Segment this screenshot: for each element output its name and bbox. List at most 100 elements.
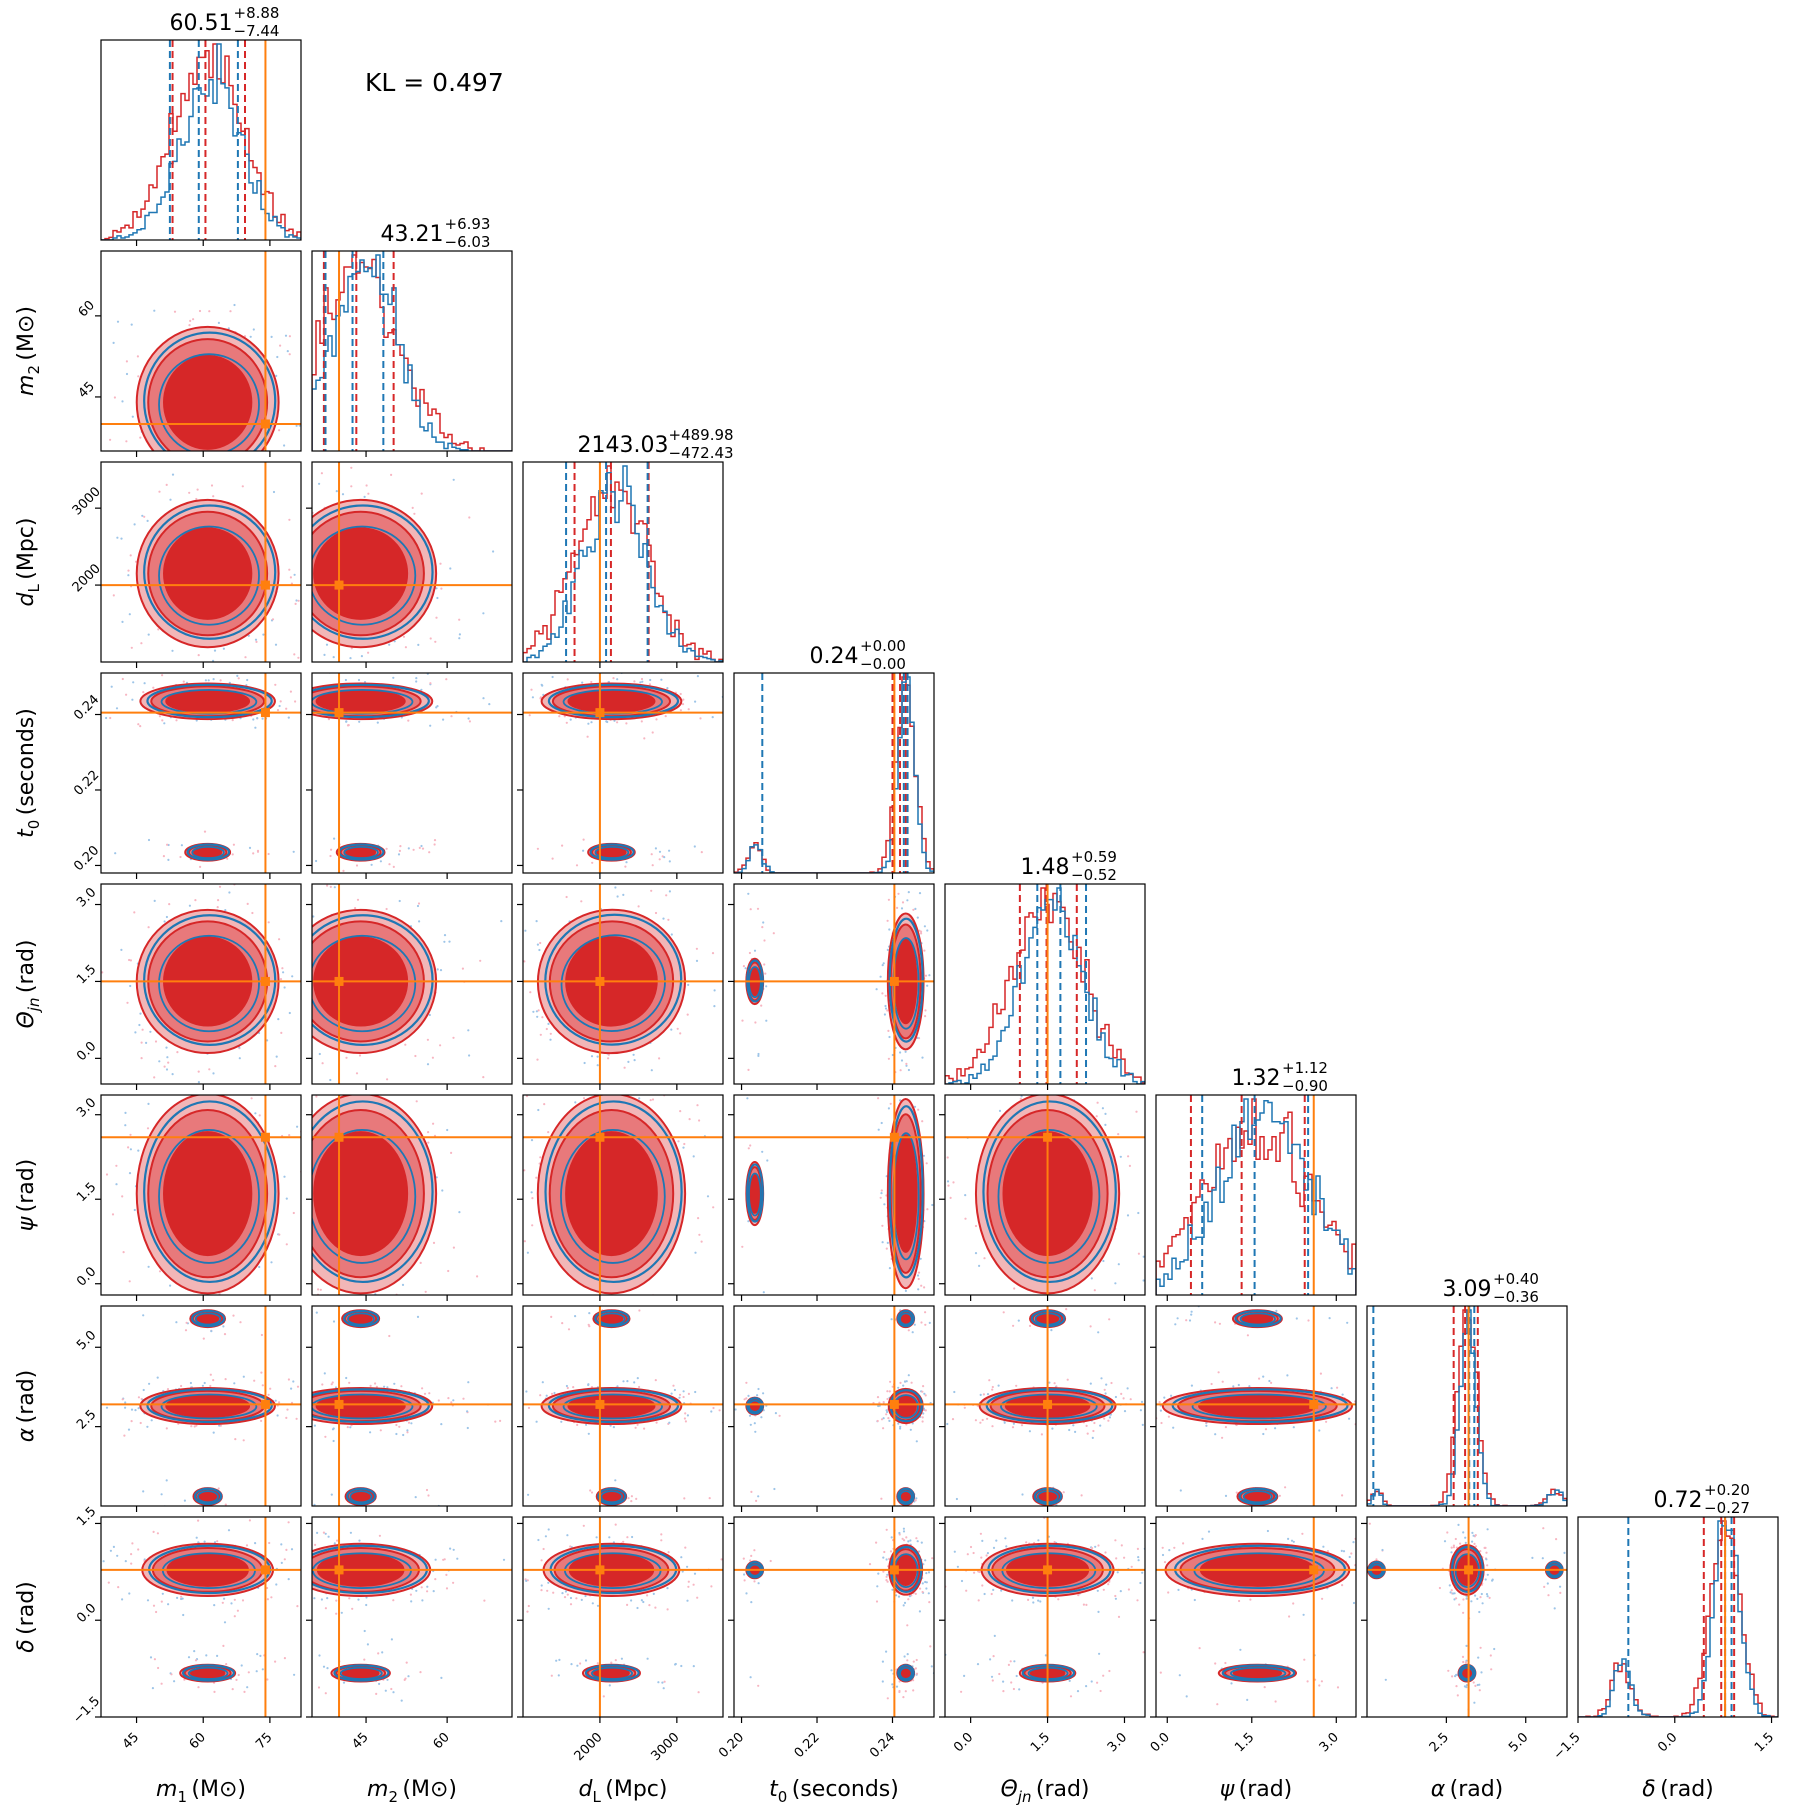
sample-point <box>881 1224 884 1227</box>
sample-point <box>279 700 282 703</box>
sample-point <box>756 907 760 910</box>
sample-point <box>622 893 625 896</box>
sample-point <box>651 731 654 734</box>
sample-point <box>305 1396 307 1398</box>
sample-point <box>448 940 451 943</box>
contour-blue-inner <box>194 1312 222 1326</box>
sample-point <box>124 1111 127 1114</box>
sample-point <box>1104 1112 1107 1115</box>
sample-point <box>488 703 491 706</box>
contour-blue-outer <box>342 1309 380 1328</box>
sample-point <box>271 618 275 621</box>
sample-point <box>261 1384 264 1387</box>
sample-point <box>345 1056 348 1059</box>
sample-point <box>744 967 747 970</box>
sample-point <box>526 1251 529 1254</box>
sample-point <box>280 1197 282 1199</box>
sample-point <box>297 599 300 602</box>
sample-point <box>239 1088 241 1090</box>
sample-point <box>1015 1308 1017 1310</box>
sample-point <box>307 1405 309 1407</box>
sample-point <box>285 541 287 543</box>
panel-frame <box>522 1094 724 1296</box>
sample-point <box>306 1433 308 1435</box>
contour-blue-outer <box>888 1105 924 1279</box>
sample-point <box>404 1043 407 1046</box>
sample-point <box>212 659 215 662</box>
sample-point <box>242 1439 245 1442</box>
sample-point <box>642 1356 644 1358</box>
sample-point <box>239 1321 242 1324</box>
sample-point <box>446 1128 449 1132</box>
sample-point <box>325 1432 327 1434</box>
sample-point <box>741 1245 744 1248</box>
histogram-red <box>1156 1098 1356 1295</box>
sample-point <box>245 1074 247 1076</box>
sample-point <box>303 1103 305 1105</box>
sample-point <box>1101 1107 1104 1110</box>
sample-point <box>262 633 265 636</box>
sample-point <box>273 1236 275 1238</box>
sample-point <box>238 1057 241 1060</box>
sample-point <box>485 1240 487 1242</box>
y-tick-label: 3.0 <box>74 1095 99 1120</box>
sample-point <box>261 1063 263 1065</box>
sample-point <box>640 677 644 681</box>
sample-point <box>463 693 465 695</box>
sample-point <box>280 688 282 690</box>
sample-point <box>326 884 329 887</box>
sample-point <box>220 1301 222 1303</box>
sample-point <box>173 668 175 670</box>
sample-point <box>147 1265 150 1268</box>
sample-point <box>376 721 379 724</box>
sample-point <box>85 1002 87 1004</box>
sample-point <box>168 903 171 906</box>
sample-point <box>896 906 899 909</box>
sample-point <box>198 309 202 313</box>
sample-point <box>284 698 286 700</box>
sample-point <box>273 485 275 487</box>
sample-point <box>332 1427 335 1430</box>
sample-point <box>158 1060 161 1063</box>
y-tick-label: 60 <box>76 298 98 320</box>
sample-point <box>302 1386 304 1388</box>
sample-point <box>244 656 247 659</box>
sample-point <box>399 1335 401 1337</box>
sample-point <box>288 568 291 571</box>
contour-blue-outer <box>346 1487 377 1506</box>
sample-point <box>1013 1287 1016 1290</box>
sample-point <box>133 523 136 526</box>
sample-point <box>423 1392 427 1395</box>
y-tick-label: 2.5 <box>74 1407 99 1432</box>
sample-point <box>295 1414 297 1416</box>
sample-point <box>760 1004 763 1007</box>
sample-point <box>765 1176 767 1178</box>
sample-point <box>406 456 408 458</box>
sample-point <box>110 685 113 688</box>
sample-point <box>271 636 273 638</box>
sample-point <box>642 1343 644 1345</box>
sample-point <box>258 1265 261 1269</box>
sample-point <box>112 594 115 597</box>
sample-point <box>696 1104 699 1107</box>
sample-point <box>536 1058 539 1061</box>
sample-point <box>567 1328 571 1331</box>
sample-point <box>285 1243 288 1246</box>
panel-frame <box>100 39 302 241</box>
sample-point <box>309 1045 311 1047</box>
sample-point <box>346 1426 349 1429</box>
sample-point <box>298 492 300 494</box>
sample-point <box>901 1367 903 1369</box>
sample-point <box>321 1383 324 1386</box>
sample-point <box>315 1507 317 1509</box>
sample-point <box>137 723 140 726</box>
sample-point <box>883 1088 885 1090</box>
sample-point <box>953 1318 955 1320</box>
sample-point <box>130 1408 134 1411</box>
sample-point <box>772 932 775 935</box>
sample-point <box>383 1385 386 1388</box>
sample-point <box>258 1114 261 1117</box>
sample-point <box>283 1410 285 1412</box>
contour-blue-outer <box>312 683 430 719</box>
sample-point <box>296 1125 299 1128</box>
